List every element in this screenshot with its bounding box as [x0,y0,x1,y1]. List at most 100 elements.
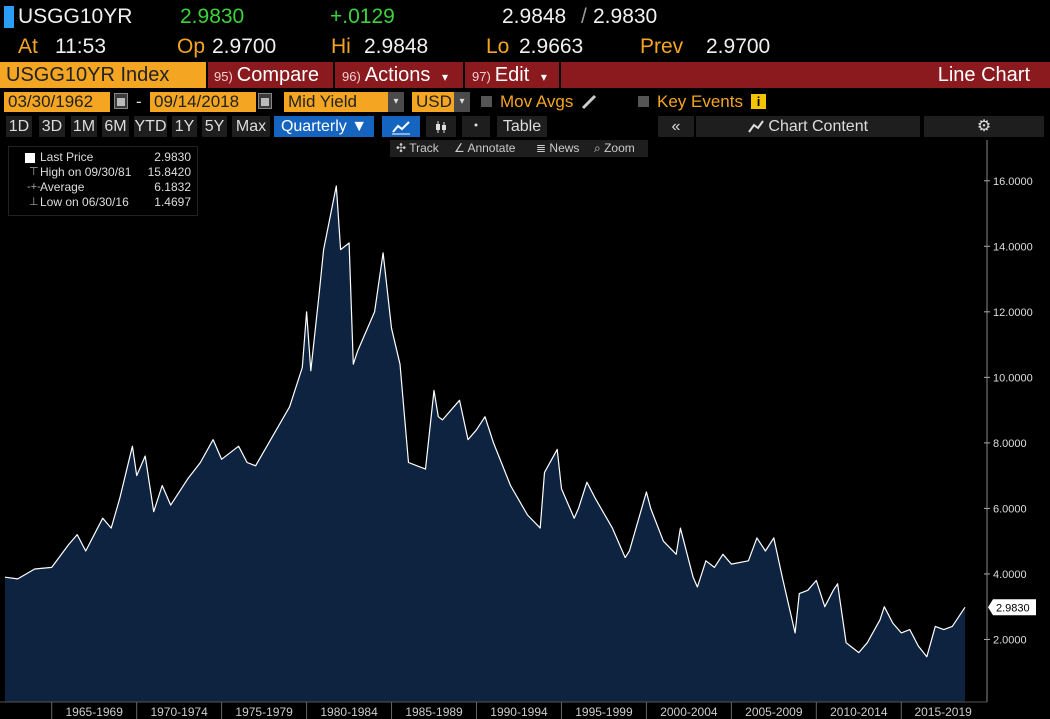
news-icon: ≣ [536,141,547,155]
x-axis-ticks: 1965-1969 1970-1974 1975-1979 1980-1984 1985… [51,702,972,719]
average-marker-icon: -+- [27,181,41,193]
period-5y[interactable]: 5Y [202,116,227,137]
compare-label: Compare [236,64,320,86]
y-tick-label: 4.0000 [993,569,1027,581]
legend-last-price: Last Price 2.9830 [9,150,197,165]
divider [206,62,208,88]
x-tick-label: 1985-1989 [405,705,463,719]
track-button[interactable]: ✣ Track [396,140,439,157]
low-label: Lo [486,35,510,58]
annotate-button[interactable]: ∠ Annotate [454,140,515,157]
actions-number: 96) [342,69,361,84]
bid-ask-separator: / [581,5,587,28]
compare-button[interactable]: 95) Compare [214,62,319,88]
x-tick-label: 1990-1994 [490,705,548,719]
news-label: News [549,141,580,155]
quote-header: USGG10YR 2.9830 +.0129 2.9848 / 2.9830 A… [0,0,1050,62]
y-tick-label: 12.0000 [993,307,1033,319]
key-events-label[interactable]: Key Events [657,92,743,111]
yield-line [4,185,966,658]
actions-button[interactable]: 96) Actions ▾ [342,62,448,88]
toolbar-row: 1D 3D 1M 6M YTD 1Y 5Y Max Quarterly ▼ Ta… [0,114,1050,138]
edit-dropdown-icon: ▾ [540,70,547,84]
collapse-button[interactable]: « [658,116,694,137]
line-chart-icon[interactable] [382,116,420,137]
mov-avgs-label[interactable]: Mov Avgs [500,92,574,111]
dot-chart-icon[interactable] [462,116,490,137]
divider [559,62,561,88]
y-axis-ticks: 2.0000 4.0000 6.0000 8.0000 10.0000 12.0000 14… [984,176,1033,646]
period-6m[interactable]: 6M [102,116,129,137]
period-ytd[interactable]: YTD [134,116,167,137]
y-tick-label: 10.0000 [993,372,1033,384]
open-label: Op [177,35,206,58]
edit-button[interactable]: 97) Edit ▾ [472,62,547,88]
settings-row: 03/30/1962 - 09/14/2018 Mid Yield ▾ USD … [0,90,1050,114]
start-date-field[interactable]: 03/30/1962 [4,92,110,112]
edit-label: Edit [494,64,530,86]
y-tick-label: 8.0000 [993,438,1027,450]
legend-low: ⊥ Low on 06/30/16 1.4697 [9,195,197,210]
security-field[interactable]: USGG10YR Index [0,62,206,88]
legend-value: 15.8420 [147,165,191,179]
pencil-icon[interactable] [580,94,598,110]
period-1m[interactable]: 1M [71,116,97,137]
chart-legend: Last Price 2.9830 ⊤ High on 09/30/81 15.… [8,146,198,216]
calendar-icon[interactable] [114,93,128,109]
settings-gear-icon[interactable]: ⚙ [924,116,1044,137]
legend-label: High on 09/30/81 [40,165,132,179]
period-3d[interactable]: 3D [39,116,65,137]
end-date-field[interactable]: 09/14/2018 [150,92,256,112]
x-tick-label: 1980-1984 [320,705,378,719]
legend-label: Low on 06/30/16 [40,195,129,209]
news-button[interactable]: ≣ News [536,140,579,157]
x-tick-label: 2005-2009 [745,705,803,719]
legend-label: Average [40,180,85,194]
zoom-label: Zoom [604,141,635,155]
field-select[interactable]: Mid Yield [284,92,388,112]
date-range-dash: - [136,92,142,111]
candle-chart-icon[interactable] [426,116,456,137]
zoom-button[interactable]: ⌕ Zoom [594,140,635,157]
compare-number: 95) [214,69,233,84]
field-dropdown-icon[interactable]: ▾ [388,92,404,112]
key-events-checkbox[interactable] [638,96,649,107]
period-1y[interactable]: 1Y [172,116,197,137]
prev-label: Prev [640,35,684,58]
edit-number: 97) [472,69,491,84]
table-button[interactable]: Table [497,116,547,137]
high-marker-icon: ⊤ [29,166,39,178]
x-tick-label: 2000-2004 [660,705,718,719]
last-value-tag: 2.9830 [988,599,1036,616]
legend-high: ⊤ High on 09/30/81 15.8420 [9,165,197,180]
calendar-icon[interactable] [258,93,272,109]
ticker: USGG10YR [18,5,133,28]
yield-chart[interactable]: 2.0000 4.0000 6.0000 8.0000 10.0000 12.0000 14… [0,138,1050,719]
y-tick-label: 16.0000 [993,176,1033,188]
period-1d[interactable]: 1D [6,116,32,137]
legend-label: Last Price [40,150,94,164]
currency-dropdown-icon[interactable]: ▾ [454,92,470,112]
yield-area-fill [5,186,965,702]
net-change: +.0129 [330,5,395,28]
info-icon[interactable]: i [751,94,766,109]
x-tick-label: 1965-1969 [66,705,124,719]
chart-content-button[interactable]: Chart Content [696,116,920,137]
chart-content-label: Chart Content [768,118,869,135]
function-bar: USGG10YR Index 95) Compare 96) Actions ▾ 9… [0,62,1050,88]
frequency-select[interactable]: Quarterly ▼ [274,116,374,137]
last-price: 2.9830 [180,5,245,28]
track-label: Track [409,141,439,155]
security-marker [4,6,14,28]
low-marker-icon: ⊥ [29,196,39,208]
x-tick-label: 1970-1974 [150,705,208,719]
currency-select[interactable]: USD [412,92,454,112]
legend-value: 1.4697 [154,195,191,209]
mov-avgs-checkbox[interactable] [481,96,492,107]
prev-value: 2.9700 [706,35,771,58]
ask-value: 2.9830 [593,5,658,28]
period-max[interactable]: Max [232,116,270,137]
legend-average: -+- Average 6.1832 [9,180,197,195]
open-value: 2.9700 [212,35,277,58]
divider [333,62,335,88]
